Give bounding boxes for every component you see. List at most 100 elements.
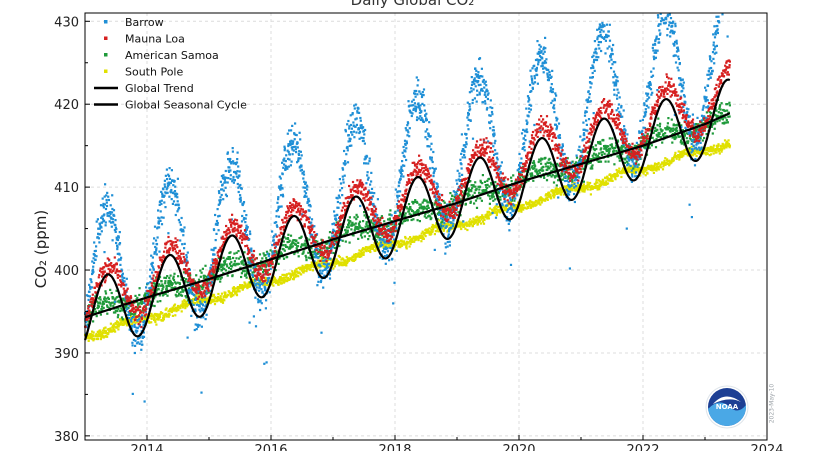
data-point bbox=[674, 124, 677, 127]
data-point bbox=[675, 136, 678, 139]
data-point bbox=[319, 269, 322, 272]
data-point bbox=[214, 246, 217, 249]
data-point bbox=[218, 267, 221, 270]
data-point bbox=[645, 168, 648, 171]
data-point bbox=[156, 300, 159, 303]
data-point bbox=[595, 185, 598, 188]
data-point bbox=[444, 215, 447, 218]
data-point bbox=[461, 222, 464, 226]
data-point bbox=[141, 335, 144, 338]
data-point bbox=[313, 256, 316, 259]
data-point bbox=[297, 158, 300, 161]
data-point bbox=[226, 151, 229, 154]
data-point bbox=[514, 180, 517, 183]
data-point bbox=[159, 219, 162, 222]
data-point bbox=[163, 314, 166, 317]
data-point bbox=[220, 292, 224, 295]
data-point bbox=[140, 348, 143, 351]
data-point bbox=[133, 325, 136, 328]
data-point bbox=[135, 300, 138, 304]
data-point bbox=[222, 174, 225, 177]
data-point bbox=[410, 240, 413, 243]
data-point bbox=[195, 274, 198, 277]
data-point bbox=[265, 257, 268, 260]
data-point bbox=[596, 186, 599, 189]
data-point bbox=[99, 204, 103, 207]
data-point bbox=[476, 215, 479, 218]
data-point bbox=[320, 331, 323, 334]
data-point bbox=[159, 312, 162, 316]
data-point bbox=[251, 278, 254, 281]
data-point bbox=[291, 240, 294, 243]
data-point bbox=[396, 242, 399, 245]
data-point bbox=[93, 254, 97, 257]
data-point bbox=[657, 135, 660, 138]
data-point bbox=[542, 165, 545, 168]
data-point bbox=[406, 219, 409, 222]
data-point bbox=[664, 157, 667, 160]
data-point bbox=[526, 203, 529, 206]
data-point bbox=[574, 161, 577, 164]
data-point bbox=[183, 302, 186, 305]
data-point bbox=[166, 178, 169, 181]
data-point bbox=[176, 290, 179, 293]
data-point bbox=[531, 201, 534, 204]
data-point bbox=[212, 293, 216, 296]
data-point bbox=[153, 316, 156, 320]
data-point bbox=[93, 241, 96, 244]
data-point bbox=[231, 180, 234, 183]
data-point bbox=[593, 149, 596, 152]
data-point bbox=[275, 250, 278, 253]
data-point bbox=[315, 256, 318, 259]
data-point bbox=[125, 324, 128, 327]
data-point bbox=[163, 194, 166, 197]
data-point bbox=[368, 245, 371, 248]
data-point bbox=[421, 201, 424, 204]
data-point bbox=[533, 202, 536, 205]
data-point bbox=[293, 252, 296, 256]
data-point bbox=[720, 150, 723, 153]
data-point bbox=[726, 103, 729, 106]
data-point bbox=[222, 189, 225, 192]
data-point bbox=[240, 275, 243, 279]
data-point bbox=[105, 194, 108, 197]
data-point bbox=[478, 191, 481, 194]
data-point bbox=[673, 128, 676, 131]
data-point bbox=[277, 206, 280, 209]
data-point bbox=[262, 271, 265, 274]
data-point bbox=[325, 246, 328, 249]
data-point bbox=[266, 283, 269, 286]
data-point bbox=[427, 231, 430, 234]
data-point bbox=[342, 258, 345, 261]
data-point bbox=[658, 165, 661, 168]
data-point bbox=[170, 169, 173, 172]
data-point bbox=[245, 227, 248, 230]
data-point bbox=[620, 144, 623, 148]
data-point bbox=[267, 253, 271, 256]
data-point bbox=[366, 224, 369, 227]
data-point bbox=[545, 197, 548, 200]
data-point bbox=[237, 186, 240, 189]
data-point bbox=[499, 198, 502, 201]
data-point bbox=[179, 223, 182, 226]
data-point bbox=[245, 276, 248, 279]
data-point bbox=[441, 218, 444, 221]
data-point bbox=[103, 195, 106, 198]
data-point bbox=[224, 181, 227, 184]
data-point bbox=[167, 173, 170, 176]
data-point bbox=[85, 319, 88, 323]
data-point bbox=[94, 258, 97, 261]
data-point bbox=[169, 274, 172, 277]
data-point bbox=[228, 166, 231, 169]
data-point bbox=[97, 297, 100, 300]
data-point bbox=[345, 255, 348, 259]
data-point bbox=[105, 300, 108, 303]
data-point bbox=[364, 230, 367, 233]
data-point bbox=[149, 302, 152, 305]
data-point bbox=[275, 221, 278, 224]
data-point bbox=[239, 199, 242, 202]
data-point bbox=[720, 117, 723, 120]
data-point bbox=[493, 191, 496, 194]
data-point bbox=[91, 330, 94, 333]
data-point bbox=[229, 251, 232, 254]
